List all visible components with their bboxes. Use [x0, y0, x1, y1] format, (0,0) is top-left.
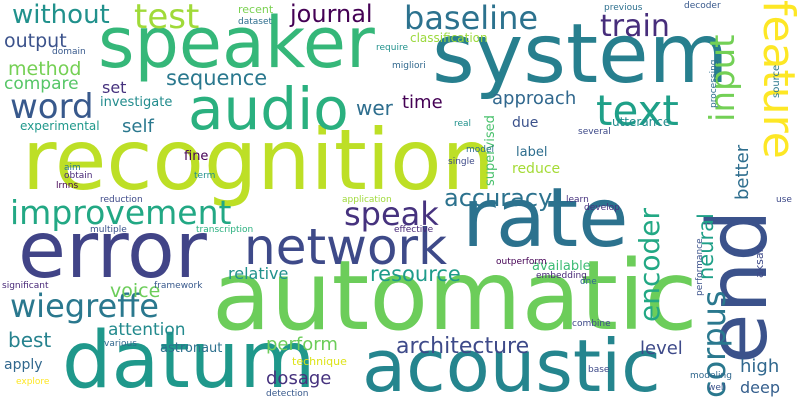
word-experimental: experimental — [20, 119, 100, 133]
word-output: output — [4, 30, 67, 52]
word-aim: aim — [64, 163, 81, 173]
word-several: several — [578, 127, 611, 137]
word-one: one — [580, 277, 597, 287]
word-embedding: embedding — [536, 271, 587, 281]
word-journal: journal — [290, 0, 373, 28]
word-recognition: recognition — [22, 111, 495, 209]
word-better: better — [732, 144, 753, 200]
word-attention: attention — [108, 320, 186, 340]
word-framework: framework — [154, 281, 203, 291]
word-available: available — [532, 259, 591, 274]
word-model: model — [466, 145, 495, 155]
word-accuracy: accuracy — [444, 184, 553, 212]
word-time: time — [402, 92, 443, 113]
word-transcription: transcription — [196, 225, 254, 235]
word-level: level — [640, 338, 683, 359]
word-obtain: obtain — [64, 171, 93, 181]
word-approach: approach — [492, 88, 577, 109]
word-source: source — [771, 64, 782, 98]
word-detection: detection — [266, 389, 309, 399]
word-without: without — [12, 0, 110, 30]
word-lrnns: lrnns — [56, 181, 79, 191]
word-speaker: speaker — [98, 2, 375, 84]
word-perform: perform — [266, 334, 338, 355]
word-audio: audio — [188, 75, 349, 143]
word-apply: apply — [4, 357, 43, 373]
word-sequence: sequence — [166, 66, 268, 90]
word-technique: technique — [292, 355, 347, 368]
word-baseline: baseline — [404, 0, 539, 37]
word-reduce: reduce — [512, 161, 561, 177]
word-learn: learn — [566, 195, 589, 205]
word-various: various — [104, 339, 137, 349]
word-rate: rate — [462, 171, 629, 266]
word-base: base — [588, 365, 610, 375]
word-fine: fine — [184, 149, 209, 164]
word-recent: recent — [238, 3, 274, 16]
word-deep: deep — [740, 378, 780, 397]
word-wiegreffe: wiegreffe — [10, 287, 159, 325]
word-self: self — [122, 116, 154, 137]
word-label: label — [516, 145, 548, 160]
word-test: test — [134, 0, 200, 37]
word-word: word — [10, 87, 94, 127]
word-modeling: modeling — [690, 371, 732, 381]
word-use: use — [776, 195, 792, 205]
word-architecture: architecture — [396, 334, 530, 359]
word-migliori: migliori — [392, 61, 426, 71]
word-dataset: dataset — [238, 17, 273, 27]
word-error: error — [18, 206, 207, 296]
word-voice: voice — [110, 280, 161, 302]
word-decoder: decoder — [684, 1, 721, 11]
word-previous: previous — [604, 3, 643, 13]
word-term: term — [194, 171, 216, 181]
word-best: best — [8, 328, 52, 352]
word-encoder: encoder — [633, 207, 666, 322]
word-speak: speak — [344, 195, 439, 233]
word-effective: effective — [394, 225, 434, 235]
word-acoustic: acoustic — [362, 324, 661, 400]
word-application: application — [342, 195, 392, 205]
word-multiple: multiple — [90, 225, 127, 235]
word-reduction: reduction — [100, 195, 143, 205]
word-system: system — [432, 7, 729, 102]
word-combine: combine — [572, 319, 611, 329]
word-automatic: automatic — [212, 240, 698, 352]
word-compare: compare — [4, 74, 79, 94]
word-performance: performance — [695, 238, 705, 296]
word-classification: classification — [410, 31, 488, 45]
word-significant: significant — [2, 281, 49, 291]
word-train: train — [600, 9, 670, 44]
word-processing: processing — [709, 59, 719, 108]
word-real: real — [454, 119, 472, 129]
word-due: due — [512, 115, 539, 131]
word-improvement: improvement — [10, 193, 232, 232]
word-corpus: corpus — [695, 290, 733, 398]
word-datum: datum — [62, 316, 316, 400]
word-dosage: dosage — [266, 368, 332, 389]
word-wer: wer — [356, 96, 393, 120]
word-text: text — [596, 86, 679, 135]
word-high: high — [740, 356, 780, 377]
word-well: well — [708, 383, 726, 393]
word-set: set — [102, 78, 127, 97]
word-utterance: utterance — [612, 115, 671, 129]
word-explore: explore — [16, 377, 50, 387]
word-require: require — [376, 43, 408, 53]
word-outperform: outperform — [496, 257, 547, 267]
word-astronaut: astronaut — [160, 341, 223, 356]
word-aksan: aksan — [753, 245, 766, 278]
word-domain: domain — [52, 47, 86, 57]
word-resource: resource — [370, 262, 461, 286]
word-network: network — [244, 218, 448, 276]
word-investigate: investigate — [100, 95, 173, 110]
word-method: method — [8, 58, 82, 80]
word-relative: relative — [228, 264, 289, 283]
word-develop: develop — [584, 203, 620, 213]
word-single: single — [448, 157, 475, 167]
